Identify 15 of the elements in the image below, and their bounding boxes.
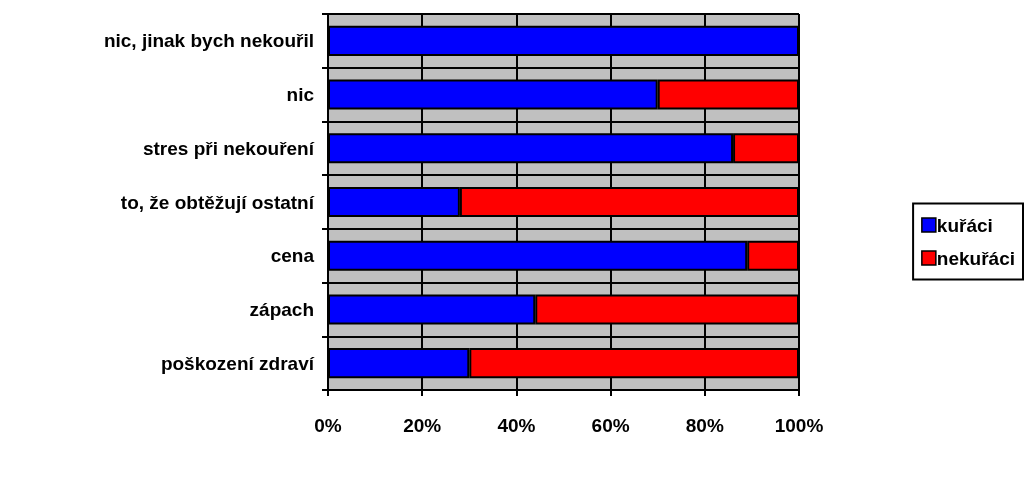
legend-label: nekuřáci [936,247,1015,269]
x-tick-label: 40% [497,415,536,436]
x-tick-label: 0% [314,415,342,436]
y-tick-label: to, že obtěžují ostatní [120,191,315,213]
x-tick-label: 60% [591,415,630,436]
y-tick-label: cena [270,245,315,267]
y-tick-label: stres při nekouření [142,137,315,159]
y-tick-label: poškození zdraví [160,352,315,374]
y-tick-label: nic [286,84,315,106]
legend-label: kuřáci [936,214,993,236]
x-tick-label: 80% [685,415,724,436]
y-tick-label: nic, jinak bych nekouřil [103,30,314,52]
y-tick-label: zápach [249,298,314,320]
x-tick-label: 20% [403,415,442,436]
x-tick-label: 100% [774,415,824,436]
